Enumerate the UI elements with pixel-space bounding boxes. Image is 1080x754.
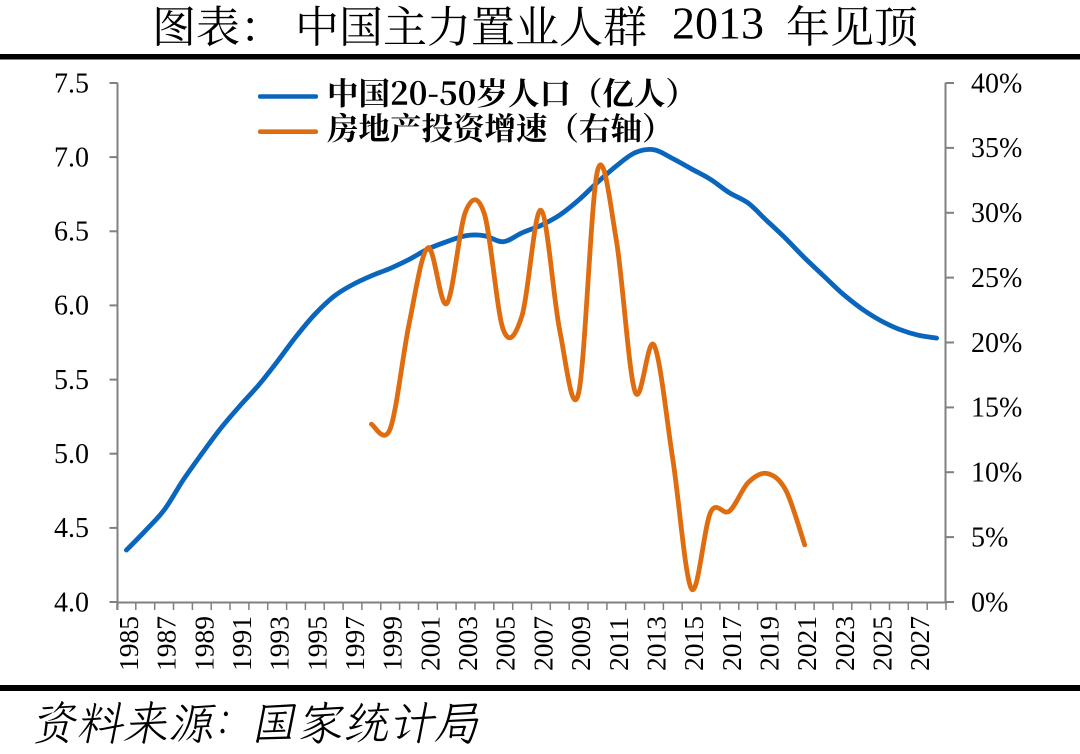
svg-text:2021: 2021 (791, 616, 822, 671)
svg-text:2013: 2013 (672, 0, 764, 49)
svg-text:1985: 1985 (113, 616, 144, 671)
svg-text:7.5: 7.5 (54, 68, 89, 99)
svg-text:2009: 2009 (565, 616, 596, 671)
svg-text:1999: 1999 (377, 616, 408, 671)
svg-text:35%: 35% (971, 133, 1022, 164)
svg-text:6.0: 6.0 (54, 291, 89, 322)
svg-text:2001: 2001 (414, 616, 445, 671)
svg-text:6.5: 6.5 (54, 217, 89, 248)
svg-text:1995: 1995 (301, 616, 332, 671)
svg-text:1993: 1993 (264, 616, 295, 671)
svg-text:0%: 0% (971, 587, 1008, 618)
svg-text:30%: 30% (971, 198, 1022, 229)
svg-text:20%: 20% (971, 328, 1022, 359)
svg-text:25%: 25% (971, 263, 1022, 294)
svg-text:10%: 10% (971, 458, 1022, 489)
svg-text:2003: 2003 (452, 616, 483, 671)
svg-text:15%: 15% (971, 393, 1022, 424)
svg-text:5.0: 5.0 (54, 439, 89, 470)
svg-text:4.0: 4.0 (54, 587, 89, 618)
svg-text:2017: 2017 (716, 616, 747, 671)
svg-text:2007: 2007 (527, 616, 558, 671)
svg-text:4.5: 4.5 (54, 513, 89, 544)
svg-text:5%: 5% (971, 522, 1008, 553)
svg-text:1989: 1989 (188, 616, 219, 671)
svg-text:2015: 2015 (678, 616, 709, 671)
svg-text:7.0: 7.0 (54, 142, 89, 173)
svg-text:2023: 2023 (829, 616, 860, 671)
svg-text:1987: 1987 (151, 616, 182, 671)
svg-text:2025: 2025 (867, 616, 898, 671)
svg-text:1991: 1991 (226, 616, 257, 671)
svg-text:2019: 2019 (754, 616, 785, 671)
svg-text:40%: 40% (971, 68, 1022, 99)
svg-text:1997: 1997 (339, 616, 370, 671)
svg-text:2011: 2011 (603, 617, 634, 671)
svg-text:2005: 2005 (490, 616, 521, 671)
svg-text:2027: 2027 (904, 616, 935, 671)
svg-text:5.5: 5.5 (54, 365, 89, 396)
svg-text:2013: 2013 (641, 616, 672, 671)
